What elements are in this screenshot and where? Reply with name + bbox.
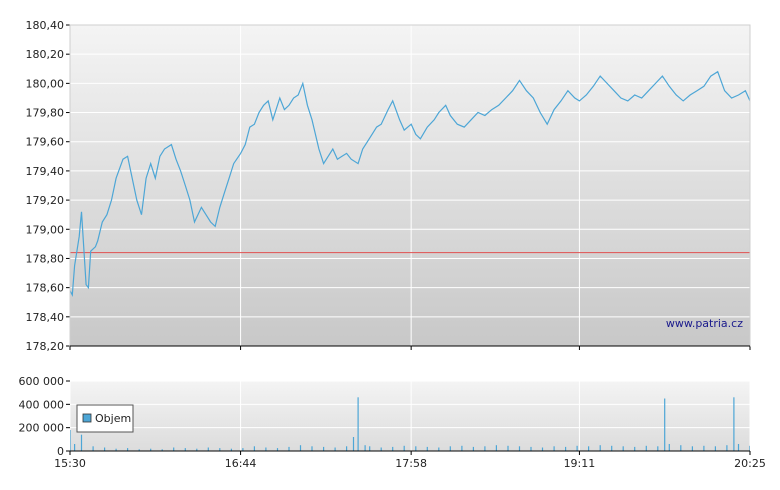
price-y-tick-label: 179,20: [26, 194, 65, 207]
volume-bar: [668, 444, 670, 451]
price-y-tick-label: 180,40: [26, 19, 65, 32]
volume-bar: [749, 445, 750, 451]
volume-bar: [645, 445, 647, 451]
volume-bar: [588, 446, 590, 451]
volume-bar: [80, 434, 83, 451]
x-tick-label: 16:44: [225, 457, 257, 470]
volume-bar: [530, 446, 532, 451]
volume-bar: [657, 446, 659, 451]
volume-bar: [74, 444, 76, 451]
volume-bar: [691, 446, 693, 451]
volume-bar: [357, 397, 359, 451]
volume-bar: [472, 446, 474, 451]
price-y-tick-label: 178,60: [26, 282, 65, 295]
volume-y-axis: 600 000 400 000 200 000 0: [19, 375, 70, 458]
volume-bar: [426, 446, 428, 451]
price-y-tick-label: 180,20: [26, 48, 65, 61]
price-y-tick-label: 179,60: [26, 136, 65, 149]
volume-bar: [115, 448, 117, 451]
volume-bar: [392, 446, 394, 451]
price-x-axis: [69, 346, 751, 350]
price-y-tick-label: 179,00: [26, 223, 65, 236]
volume-bar: [265, 447, 267, 451]
volume-bar: [127, 448, 129, 451]
volume-bar: [733, 397, 735, 451]
volume-bar: [518, 446, 521, 451]
volume-bar: [576, 445, 578, 451]
price-y-tick-label: 179,80: [26, 107, 65, 120]
price-series-line: [70, 70, 750, 297]
volume-bar: [364, 445, 366, 451]
price-y-tick-label: 178,80: [26, 252, 65, 265]
price-y-tick-label: 180,00: [26, 77, 65, 90]
volume-bar: [104, 447, 106, 451]
volume-bar: [484, 446, 486, 451]
price-y-axis: 180,40 180,20 180,00 179,80 179,60 179,40 179,…: [26, 19, 70, 353]
volume-plot-area: [70, 381, 750, 451]
volume-bar: [634, 446, 636, 451]
volume-y-tick-label: 400 000: [19, 398, 65, 411]
volume-bar: [334, 447, 336, 451]
volume-y-tick-label: 0: [57, 445, 64, 458]
volume-bar: [150, 448, 152, 451]
volume-bar: [219, 448, 221, 451]
x-tick-label: 15:30: [54, 457, 86, 470]
volume-bar: [380, 447, 382, 451]
watermark: www.patria.cz: [666, 317, 743, 330]
volume-bar: [449, 446, 451, 451]
price-y-tick-label: 179,40: [26, 165, 65, 178]
volume-bar: [276, 448, 279, 451]
legend-swatch: [82, 413, 92, 423]
volume-bar: [184, 448, 186, 451]
volume-bars: [70, 397, 750, 451]
volume-bar: [680, 445, 682, 451]
volume-bar: [664, 398, 666, 451]
volume-bar: [461, 445, 463, 451]
volume-bar: [495, 445, 497, 451]
volume-bar: [70, 430, 71, 451]
volume-bar: [92, 446, 94, 451]
volume-bar: [703, 445, 705, 451]
volume-bar: [403, 445, 405, 451]
volume-bar: [173, 447, 175, 451]
volume-bar: [323, 446, 325, 451]
legend-label: Objem: [95, 412, 131, 425]
price-plot-area: [70, 25, 750, 346]
volume-bar: [726, 445, 728, 451]
volume-bar: [553, 446, 555, 451]
volume-bar: [288, 446, 290, 451]
x-tick-label: 19:11: [564, 457, 596, 470]
volume-bar: [507, 445, 509, 451]
volume-bar: [196, 448, 198, 451]
volume-bar: [599, 445, 601, 451]
volume-bar: [714, 446, 716, 451]
volume-bar: [242, 448, 244, 451]
volume-bar: [253, 446, 255, 451]
volume-bar: [611, 445, 613, 451]
price-y-tick-label: 178,40: [26, 311, 65, 324]
volume-bar: [161, 449, 163, 451]
volume-bar: [369, 446, 371, 451]
price-y-tick-label: 178,20: [26, 340, 65, 353]
x-tick-label: 17:58: [395, 457, 427, 470]
volume-bar: [622, 446, 624, 451]
volume-bar: [207, 447, 209, 451]
volume-bar: [565, 446, 567, 451]
volume-bar: [299, 445, 302, 451]
volume-bar: [415, 446, 417, 451]
volume-bar: [230, 448, 232, 451]
volume-y-tick-label: 200 000: [19, 422, 65, 435]
volume-bar: [138, 449, 140, 451]
volume-bar: [311, 446, 313, 451]
volume-legend: Objem: [76, 404, 134, 433]
volume-bar: [737, 444, 740, 451]
volume-bar: [352, 437, 355, 451]
volume-bar: [541, 447, 544, 451]
volume-y-tick-label: 600 000: [19, 375, 65, 388]
volume-bar: [438, 447, 440, 451]
x-tick-label: 20:25: [734, 457, 766, 470]
volume-x-axis: 15:30 16:44 17:58 19:11 20:25: [54, 451, 766, 470]
volume-bar: [346, 446, 348, 451]
